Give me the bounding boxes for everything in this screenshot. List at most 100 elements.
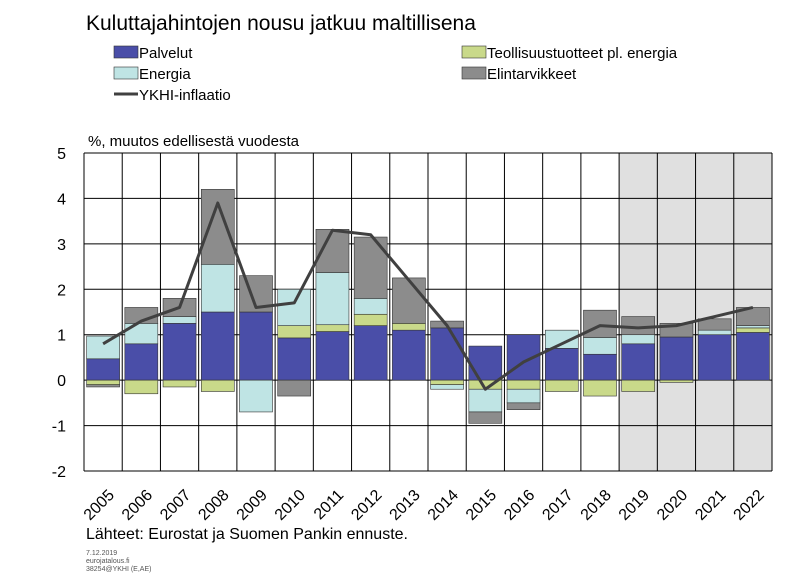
bar-segment (239, 379, 273, 413)
bar-segment (353, 313, 388, 326)
bar-segment (583, 309, 617, 338)
bar-segment (86, 379, 120, 385)
bar-segment (506, 402, 541, 410)
x-tick-label: 2019 (616, 487, 653, 524)
bar-segment (315, 272, 350, 326)
source-note: Lähteet: Eurostat ja Suomen Pankin ennus… (86, 526, 408, 543)
bar-segment (544, 329, 579, 349)
footnote-code: 38254@YKHI (E,AE) (86, 566, 152, 573)
y-tick-label: -1 (52, 419, 66, 436)
y-tick-label: 4 (57, 191, 66, 208)
bar-segment (736, 327, 770, 333)
y-axis-unit-label: %, muutos edellisestä vuodesta (88, 133, 300, 150)
bar-segment (392, 323, 426, 331)
bar-segment (200, 189, 235, 265)
x-tick-label: 2008 (195, 487, 232, 524)
y-tick-label: 5 (57, 146, 66, 163)
x-tick-label: 2006 (119, 487, 156, 524)
bar-segment (506, 379, 541, 390)
x-tick-label: 2014 (425, 487, 462, 524)
x-tick-label: 2018 (578, 487, 615, 524)
x-tick-label: 2021 (692, 487, 729, 524)
bar-segment (430, 384, 464, 390)
legend: Palvelut Teollisuustuotteet pl. energia En… (113, 45, 678, 104)
x-tick-label: 2007 (157, 487, 194, 524)
legend-label: YKHI-inflaatio (139, 87, 231, 104)
bar-segment (392, 329, 426, 381)
legend-label: Elintarvikkeet (487, 66, 577, 83)
y-tick-label: 3 (57, 237, 66, 254)
bar-segment (162, 379, 197, 388)
bar-segment (124, 379, 159, 395)
x-tick-label: 2016 (501, 487, 538, 524)
legend-label: Palvelut (139, 45, 193, 62)
legend-label: Energia (139, 66, 191, 83)
x-tick-label: 2010 (272, 487, 309, 524)
bar-segment (277, 325, 312, 339)
bar-segment (277, 288, 312, 326)
bar-segment (200, 263, 235, 313)
bar-segment (468, 388, 503, 413)
bar-segment (583, 337, 617, 355)
x-tick-label: 2013 (387, 487, 424, 524)
bar-segment (659, 379, 694, 383)
bar-segment (353, 298, 388, 315)
bar-segment (315, 331, 350, 381)
bar-segment (392, 277, 426, 324)
y-tick-label: 0 (57, 373, 66, 390)
bar-segment (162, 323, 197, 381)
inflation-line (102, 201, 754, 391)
bar-segment (430, 327, 464, 381)
bar-segment (583, 379, 617, 397)
bar-segment (544, 379, 579, 392)
bar-segment (277, 337, 312, 381)
bar-segment (315, 324, 350, 332)
bar-segment (583, 353, 617, 381)
bar-segment (736, 325, 770, 329)
bar-segment (200, 379, 235, 392)
footnote-site: eurojatalous.fi (86, 558, 130, 565)
bar-segment (621, 316, 656, 336)
bar-segment (124, 343, 159, 381)
bar-segment (736, 332, 770, 381)
bar-segment (544, 348, 579, 381)
legend-swatch (461, 66, 487, 80)
bar-segment (697, 318, 732, 331)
legend-swatch (113, 45, 139, 59)
chart-title: Kuluttajahintojen nousu jatkuu maltillis… (86, 12, 476, 35)
bar-segment (86, 358, 120, 381)
footnote-date: 7.12.2019 (86, 550, 118, 557)
legend-label: Teollisuustuotteet pl. energia (487, 45, 678, 62)
bar-segment (86, 384, 120, 388)
x-tick-label: 2011 (311, 487, 347, 523)
legend-swatch (461, 45, 487, 59)
x-tick-label: 2012 (348, 487, 385, 524)
bar-segment (697, 334, 732, 381)
bar-segment (162, 316, 197, 324)
bar-segment (621, 343, 656, 381)
bar-segment (697, 329, 732, 336)
legend-swatch (113, 66, 139, 80)
bar-segment (468, 411, 503, 424)
x-tick-label: 2005 (81, 487, 118, 524)
y-tick-label: 1 (57, 328, 66, 345)
x-tick-label: 2020 (654, 487, 691, 524)
bar-segment (353, 325, 388, 381)
x-tick-label: 2017 (539, 487, 576, 524)
bar-segment (200, 311, 235, 381)
bar-segment (506, 388, 541, 404)
bar-segment (621, 334, 656, 345)
bar-segment (621, 379, 656, 392)
bar-segment (86, 335, 120, 360)
bar-segment (277, 379, 312, 397)
bar-segment (468, 345, 503, 381)
x-tick-label: 2009 (234, 487, 271, 524)
y-tick-label: -2 (52, 464, 66, 481)
bar-segment (430, 379, 464, 385)
x-tick-label: 2015 (463, 487, 500, 524)
x-tick-label: 2022 (731, 487, 768, 524)
bar-segment (239, 311, 273, 381)
y-tick-label: 2 (57, 282, 66, 299)
